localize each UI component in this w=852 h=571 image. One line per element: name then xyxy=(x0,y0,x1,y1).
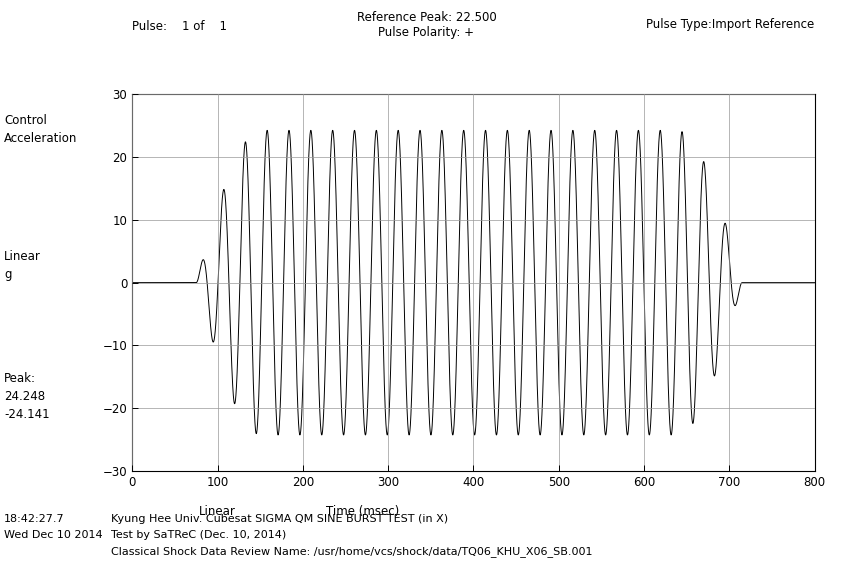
Text: 18:42:27.7: 18:42:27.7 xyxy=(4,514,65,524)
Text: Pulse Type:Import Reference: Pulse Type:Import Reference xyxy=(646,18,814,31)
Text: Test by SaTReC (Dec. 10, 2014): Test by SaTReC (Dec. 10, 2014) xyxy=(111,530,285,540)
Text: Time (msec): Time (msec) xyxy=(325,505,399,518)
Text: Reference Peak: 22.500: Reference Peak: 22.500 xyxy=(356,11,496,25)
Text: Classical Shock Data Review Name: /usr/home/vcs/shock/data/TQ06_KHU_X06_SB.001: Classical Shock Data Review Name: /usr/h… xyxy=(111,546,591,557)
Text: Peak:
24.248
-24.141: Peak: 24.248 -24.141 xyxy=(4,372,49,421)
Text: Linear
g: Linear g xyxy=(4,250,41,281)
Text: Control
Acceleration: Control Acceleration xyxy=(4,114,78,145)
Text: Pulse:    1 of    1: Pulse: 1 of 1 xyxy=(132,20,227,33)
Text: Pulse Polarity: +: Pulse Polarity: + xyxy=(378,26,474,39)
Text: Kyung Hee Univ. Cubesat SIGMA QM SINE BURST TEST (in X): Kyung Hee Univ. Cubesat SIGMA QM SINE BU… xyxy=(111,514,447,524)
Text: Linear: Linear xyxy=(199,505,236,518)
Text: Wed Dec 10 2014: Wed Dec 10 2014 xyxy=(4,530,103,540)
